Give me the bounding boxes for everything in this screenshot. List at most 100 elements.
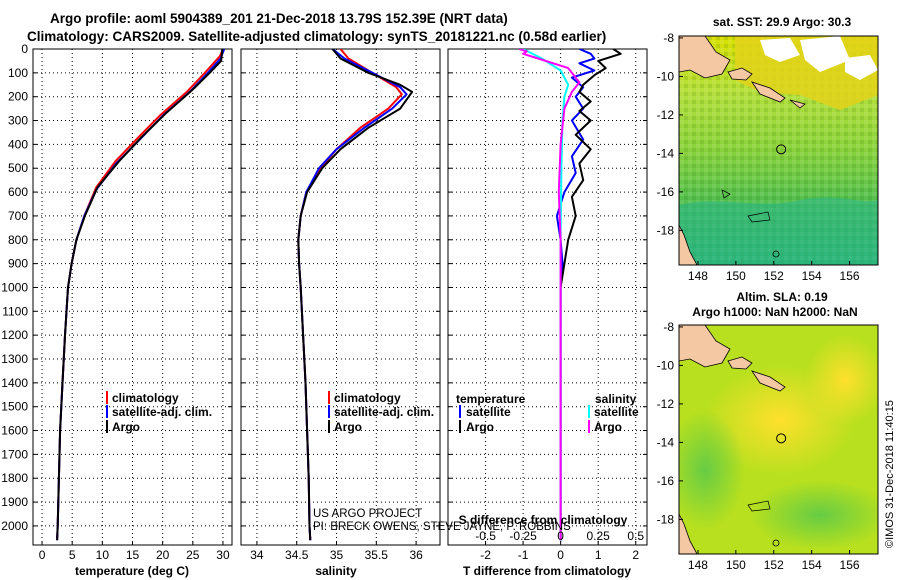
x-tick-label: 0 — [557, 548, 564, 562]
x-tick-label: 35.5 — [365, 548, 389, 562]
legend-label-t-satellite: satellite — [466, 405, 511, 419]
y-tick-label: 800 — [8, 233, 28, 247]
reef-1 — [747, 500, 771, 512]
y-tick-label: 1600 — [1, 424, 28, 438]
title-line-1: Argo profile: aoml 5904389_201 21-Dec-20… — [50, 11, 508, 26]
reef-2 — [721, 189, 731, 199]
x-tick-label: 35 — [330, 548, 344, 562]
y-tick-label: 600 — [8, 185, 28, 199]
map-x-tick-label: 148 — [688, 558, 708, 572]
x-tick-label: 2 — [632, 548, 639, 562]
map-x-tick-label: 156 — [840, 558, 860, 572]
legend-label-satellite: satellite-adj. clim. — [334, 405, 434, 419]
s-tick-label: -0.25 — [509, 529, 537, 543]
map-y-tick-label: -18 — [657, 512, 675, 526]
land-islands-1 — [727, 67, 753, 81]
temperature-tick-labels: 0 5 10 15 20 25 30 — [39, 548, 230, 562]
land-islands-2 — [751, 370, 786, 392]
y-tick-label: 100 — [8, 66, 28, 80]
series-line-argo — [56, 49, 224, 541]
map-y-tick-label: -8 — [663, 320, 674, 334]
map-y-tick-label: -14 — [657, 435, 675, 449]
map-y-tick-label: -14 — [657, 146, 675, 160]
legend-label-argo: Argo — [334, 420, 362, 434]
depth-tick-labels: 0 100 200 300 400 500 600 700 800 900 1000 1100 1200… — [1, 42, 28, 533]
x-tick-label: 15 — [126, 548, 140, 562]
s-tick-label: 0 — [557, 529, 564, 543]
temperature-axis-label: temperature (deg C) — [75, 564, 189, 578]
map-x-tick-label: 154 — [802, 269, 822, 283]
t-difference-tick-labels: -2 -1 0 1 2 — [480, 548, 639, 562]
series-line-climatology — [297, 49, 403, 541]
credit-line-1: US ARGO PROJECT — [313, 508, 422, 520]
sst-cloud-gap-3 — [845, 55, 878, 80]
y-tick-label: 1700 — [1, 447, 28, 461]
x-tick-label: -2 — [480, 548, 491, 562]
y-tick-label: 1500 — [1, 400, 28, 414]
x-tick-label: 1 — [595, 548, 602, 562]
y-tick-label: 200 — [8, 90, 28, 104]
profile-location-marker — [776, 144, 787, 155]
salinity-tick-labels: 34 34.5 35 35.5 36 — [250, 548, 423, 562]
title-line-2: Climatology: CARS2009. Satellite-adjuste… — [27, 29, 607, 44]
land-islands-1 — [727, 356, 753, 370]
x-tick-label: 30 — [216, 548, 230, 562]
map-x-tick-label: 150 — [726, 269, 746, 283]
map-y-tick-label: -10 — [657, 69, 675, 83]
x-tick-label: 0 — [39, 548, 46, 562]
land-islands-2 — [751, 81, 786, 103]
map-y-tick-label: -10 — [657, 358, 675, 372]
sla-low-2 — [750, 480, 878, 550]
temperature-legend: climatology satellite-adj. clim. Argo — [106, 391, 212, 434]
credit-line-2: PI: BRECK OWENS, STEVE JAYNE, P. ROBBINS — [313, 521, 571, 533]
y-tick-label: 1200 — [1, 328, 28, 342]
sla-map — [679, 325, 878, 554]
y-tick-label: 1400 — [1, 376, 28, 390]
map-y-tick-label: -18 — [657, 223, 675, 237]
reef-marker — [772, 250, 780, 258]
legend-label-s-argo: Argo — [594, 420, 622, 434]
map-x-tick-label: 156 — [840, 269, 860, 283]
x-tick-label: 10 — [96, 548, 110, 562]
legend-label-s-satellite: satellite — [594, 405, 639, 419]
land-queensland — [679, 224, 698, 265]
sst-cloud-gap-2 — [800, 36, 850, 72]
temperature-grid — [33, 48, 232, 545]
x-tick-label: 25 — [186, 548, 200, 562]
legend-label-climatology: climatology — [334, 391, 401, 405]
sla-map-subtitle: Argo h1000: NaN h2000: NaN — [692, 305, 857, 319]
y-tick-label: 1100 — [2, 304, 28, 318]
sla-low-1 — [679, 410, 745, 530]
map-x-tick-label: 154 — [802, 558, 822, 572]
sst-cool-band — [679, 197, 878, 265]
x-tick-label: 34.5 — [285, 548, 309, 562]
y-tick-label: 300 — [8, 114, 28, 128]
map-x-tick-label: 148 — [688, 269, 708, 283]
x-tick-label: -1 — [518, 548, 529, 562]
salinity-axis-label: salinity — [315, 564, 357, 578]
x-tick-label: 34 — [250, 548, 264, 562]
land-png — [679, 36, 731, 79]
map-y-tick-label: -12 — [657, 108, 675, 122]
legend-label-t-argo: Argo — [466, 420, 494, 434]
salinity-legend: climatology satellite-adj. clim. Argo — [328, 391, 434, 434]
y-tick-label: 1900 — [1, 495, 28, 509]
s-tick-label: 0.5 — [627, 529, 644, 543]
series-line-t-argo — [559, 49, 622, 541]
reef-1 — [747, 211, 771, 223]
legend-label-climatology: climatology — [112, 391, 179, 405]
map-y-tick-label: -8 — [663, 31, 674, 45]
profile-location-marker — [776, 433, 787, 444]
difference-grid — [448, 48, 647, 545]
s-difference-axis-label: S difference from climatology — [459, 513, 628, 527]
t-difference-axis-label: T difference from climatology — [463, 564, 631, 578]
y-tick-label: 500 — [8, 161, 28, 175]
x-tick-label: 5 — [69, 548, 76, 562]
series-line-argo — [297, 49, 414, 541]
map-x-tick-label: 152 — [764, 269, 784, 283]
legend-label-argo: Argo — [112, 420, 140, 434]
sla-high-2 — [805, 335, 878, 425]
y-tick-label: 0 — [21, 42, 28, 56]
legend-title-temperature: temperature — [456, 392, 526, 406]
